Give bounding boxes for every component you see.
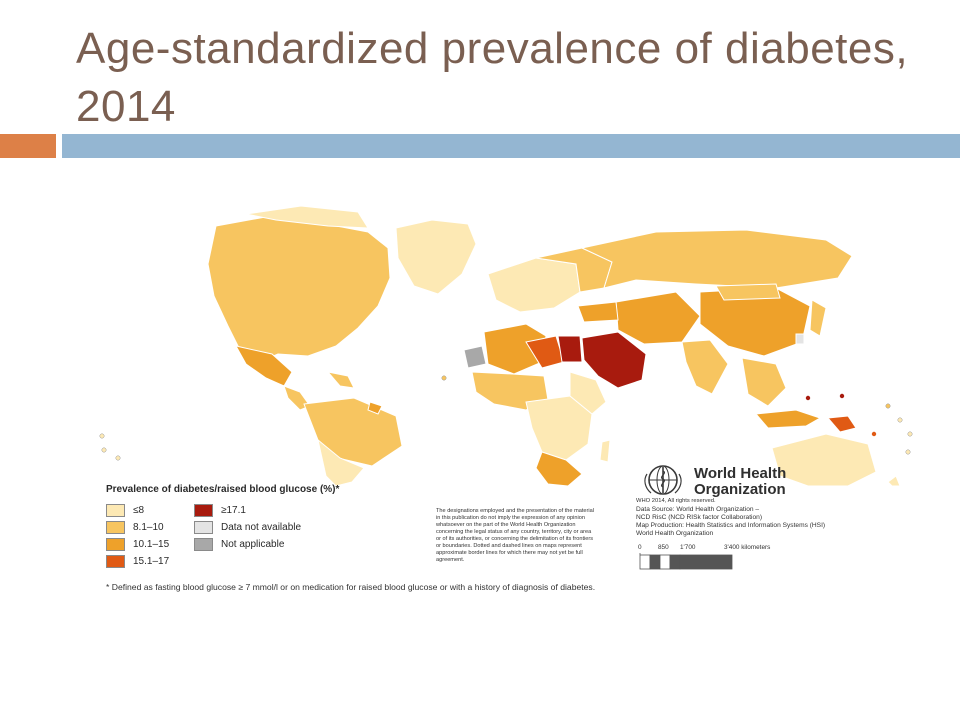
legend-label: ≤8 bbox=[133, 505, 145, 517]
island-marker bbox=[115, 455, 121, 461]
legend-item-10-15: 10.1–15 bbox=[106, 538, 169, 551]
region-south-america-south bbox=[317, 438, 365, 486]
region-greenland bbox=[395, 219, 477, 295]
who-emblem-icon bbox=[644, 465, 682, 495]
legend-label: ≥17.1 bbox=[221, 505, 246, 517]
who-credits: Data Source: World Health Organization –… bbox=[636, 506, 916, 538]
legend-label: Not applicable bbox=[221, 539, 285, 551]
scale-label: 0 bbox=[638, 544, 642, 551]
credit-line: NCD RisC (NCD RISk factor Collaboration) bbox=[636, 514, 763, 521]
region-taiwan bbox=[795, 333, 805, 345]
region-guyana bbox=[367, 401, 383, 415]
region-japan-korea bbox=[809, 299, 827, 337]
copyright: WHO 2014, All rights reserved. bbox=[636, 498, 716, 504]
island-marker bbox=[905, 449, 911, 455]
island-marker bbox=[907, 431, 913, 437]
scale-bar-graphic bbox=[639, 553, 733, 570]
legend-item-15-17: 15.1–17 bbox=[106, 555, 169, 568]
region-mongolia bbox=[715, 283, 781, 301]
who-attribution: World Health Organization WHO 2014, All … bbox=[636, 458, 916, 578]
legend-swatch bbox=[106, 555, 125, 568]
legend-swatch bbox=[194, 521, 213, 534]
scale-bar: 0 850 1'700 3'400 kilometers bbox=[638, 544, 838, 572]
region-southeast-asia bbox=[741, 357, 787, 407]
legend-swatch bbox=[194, 538, 213, 551]
legend-label: 8.1–10 bbox=[133, 522, 164, 534]
region-east-africa bbox=[569, 371, 607, 415]
region-egypt bbox=[557, 335, 583, 363]
region-north-america bbox=[207, 215, 391, 365]
island-marker bbox=[871, 431, 877, 437]
region-western-europe bbox=[487, 257, 581, 313]
map-disclaimer: The designations employed and the presen… bbox=[436, 508, 594, 563]
region-south-america-north bbox=[303, 397, 403, 467]
legend-item-ge-17: ≥17.1 bbox=[194, 504, 246, 517]
credit-line: Map Production: Health Statistics and In… bbox=[636, 522, 826, 529]
legend-label: 15.1–17 bbox=[133, 556, 170, 568]
map-footnote: * Defined as fasting blood glucose ≥ 7 m… bbox=[106, 582, 596, 592]
island-marker bbox=[99, 433, 105, 439]
region-russia bbox=[580, 229, 853, 289]
map-legend: Prevalence of diabetes/raised blood gluc… bbox=[106, 484, 406, 584]
region-southern-africa bbox=[535, 451, 583, 486]
legend-label: 10.1–15 bbox=[133, 539, 170, 551]
region-china bbox=[699, 287, 811, 357]
region-caribbean bbox=[326, 371, 355, 389]
island-marker bbox=[441, 375, 447, 381]
region-australia bbox=[771, 433, 877, 486]
region-south-asia bbox=[681, 339, 729, 395]
credit-line: World Health Organization bbox=[636, 530, 714, 537]
slide-title: Age-standardized prevalence of diabetes,… bbox=[76, 24, 909, 131]
scale-label: 1'700 bbox=[680, 544, 696, 551]
island-marker bbox=[897, 417, 903, 423]
legend-item-8-10: 8.1–10 bbox=[106, 521, 164, 534]
region-arabia bbox=[581, 331, 647, 389]
region-new-zealand bbox=[887, 475, 901, 486]
world-map bbox=[99, 205, 913, 486]
region-turkey bbox=[577, 301, 619, 323]
region-madagascar bbox=[599, 439, 611, 463]
legend-item-data-not-available: Data not available bbox=[194, 521, 301, 534]
legend-item-not-applicable: Not applicable bbox=[194, 538, 284, 551]
prevalence-map-figure: Prevalence of diabetes/raised blood gluc… bbox=[96, 196, 920, 600]
legend-swatch bbox=[106, 504, 125, 517]
legend-swatch bbox=[194, 504, 213, 517]
scale-label: 850 bbox=[658, 544, 669, 551]
who-name: World Health Organization bbox=[694, 465, 787, 498]
credit-line: Data Source: World Health Organization – bbox=[636, 506, 760, 513]
region-indonesia bbox=[754, 409, 822, 429]
legend-item-le-8: ≤8 bbox=[106, 504, 144, 517]
accent-bar-blue bbox=[62, 134, 960, 158]
island-marker bbox=[805, 395, 811, 401]
region-iran-central-asia bbox=[615, 291, 701, 345]
island-marker bbox=[885, 403, 891, 409]
accent-bar-orange bbox=[0, 134, 56, 158]
island-marker bbox=[839, 393, 845, 399]
legend-label: Data not available bbox=[221, 522, 302, 534]
island-marker bbox=[101, 447, 107, 453]
legend-title: Prevalence of diabetes/raised blood gluc… bbox=[106, 484, 340, 495]
region-papua-new-guinea bbox=[826, 415, 857, 433]
region-alaska-canada-north bbox=[245, 205, 369, 229]
legend-swatch bbox=[106, 538, 125, 551]
legend-swatch bbox=[106, 521, 125, 534]
scale-label: 3'400 kilometers bbox=[724, 544, 771, 551]
region-west-sahara bbox=[463, 345, 487, 369]
